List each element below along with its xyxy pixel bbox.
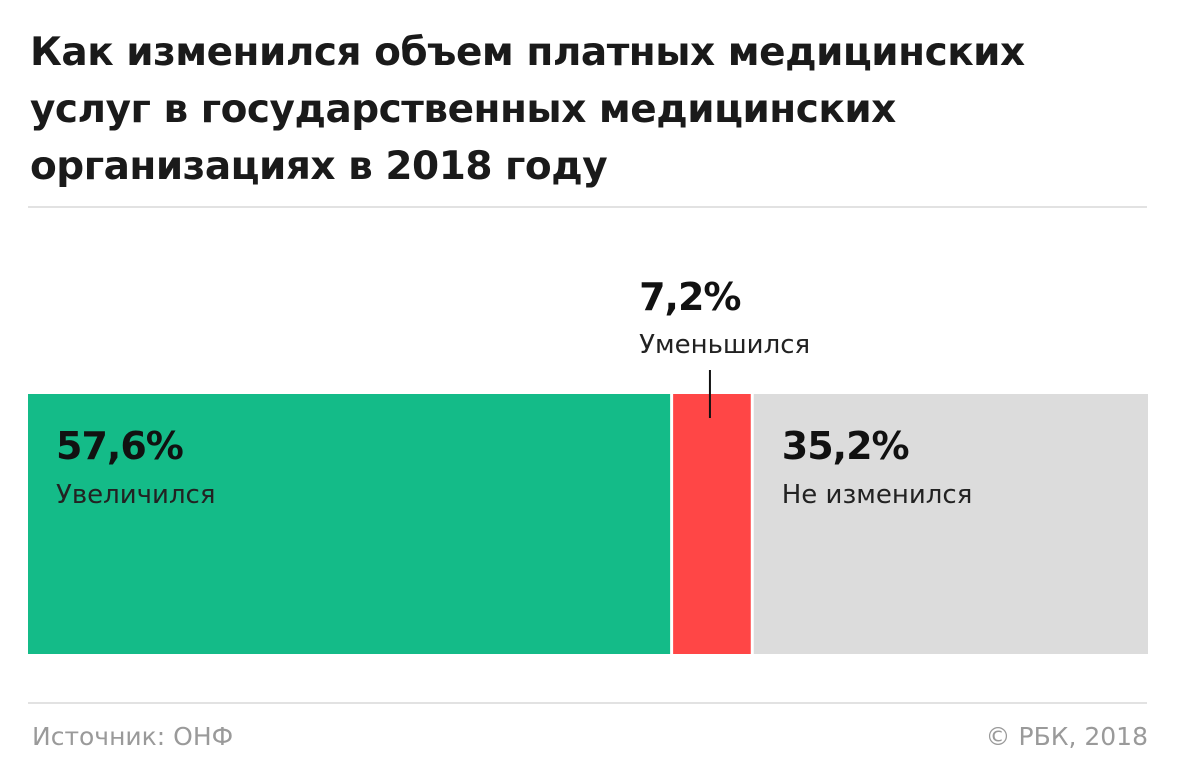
segment-3-bar [753,394,1148,654]
segment-2-bar [673,394,751,654]
chart-title: Как изменился объем платных медицинских … [30,30,1025,189]
source-note: Источник: ОНФ [32,722,234,751]
segment-2-category-label: Уменьшился [639,330,810,360]
bottom-divider [28,702,1147,704]
segment-2-value-label: 7,2% [639,275,740,319]
segment-3-category-label: Не изменился [782,480,973,510]
segment-1-category-label: Увеличился [56,480,216,510]
copyright-note: © РБК, 2018 [985,722,1148,751]
segment-1-bar [28,394,671,654]
top-divider [28,206,1147,208]
segment-3-value-label: 35,2% [782,424,909,468]
segment-1-value-label: 57,6% [56,424,183,468]
